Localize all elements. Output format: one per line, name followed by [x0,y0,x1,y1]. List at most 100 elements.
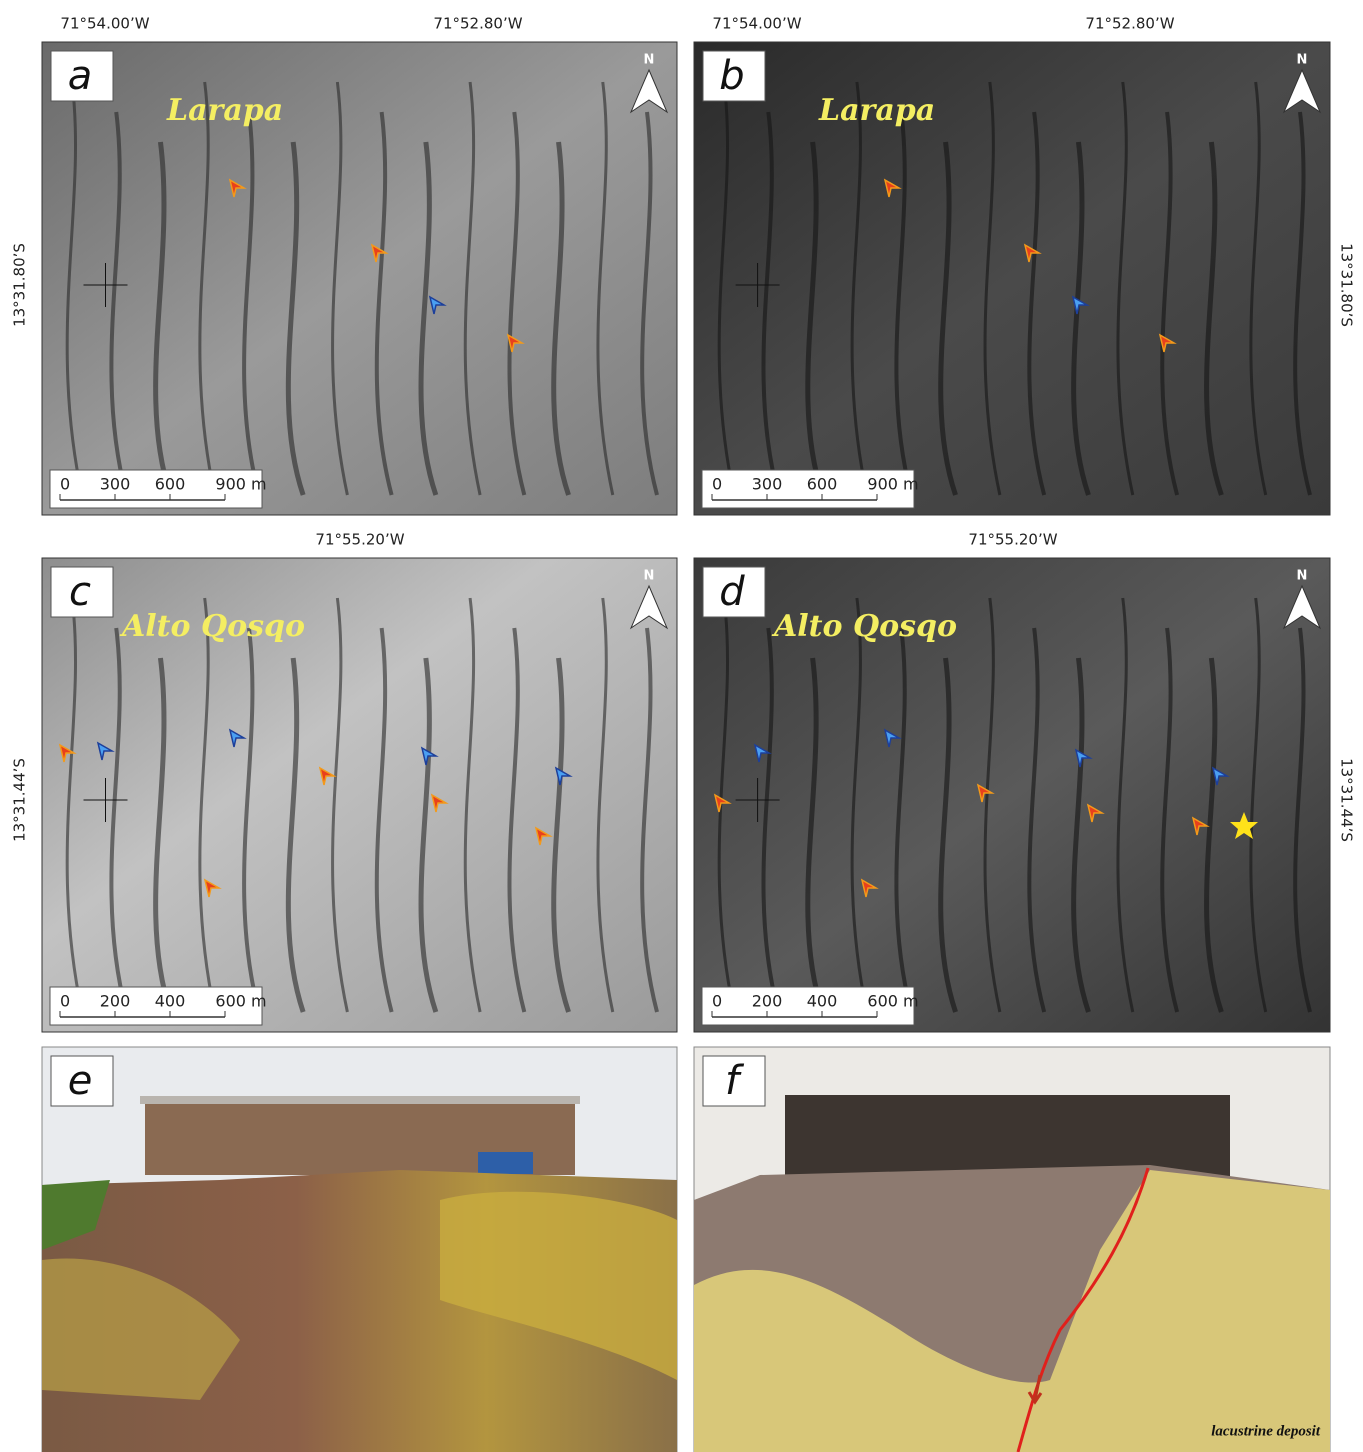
letter-box [702,50,766,102]
crosshair [735,778,780,822]
letter-box [50,50,114,102]
scale-box [49,986,263,1026]
north-label: N [1297,53,1308,68]
gully-arrow [370,243,389,263]
gully [331,597,349,1013]
scale-label: 400 [807,992,838,1011]
roof [140,1096,580,1104]
gully [418,141,439,496]
gully [1071,141,1091,496]
gully-arrow [1211,766,1230,786]
gully [1204,657,1224,1013]
blue-tarp [478,1152,533,1174]
scale-label: 300 [752,475,783,494]
gully-arrow [976,783,995,803]
gully-arrow [420,746,439,766]
gully [1116,597,1135,1013]
scale-box [701,469,915,509]
place-name: Larapa [166,93,283,128]
latitude-label: 13°31.44’S [11,758,29,842]
longitude-label: 71°52.80’W [1085,15,1174,33]
gully [894,627,914,1013]
north-arrow [629,68,669,114]
letter-box [50,566,114,618]
gully [285,141,306,496]
letter-box [702,1055,766,1107]
north-label: N [644,569,655,584]
gully [717,597,736,1013]
gully [805,657,825,1013]
gully [1204,141,1224,496]
map-image [41,41,678,516]
scale-label: 200 [752,992,783,1011]
scale-label: 400 [155,992,186,1011]
panel: 71°55.20’W 13°31.44’S Alto Qosqo N 0 200 400 60… [11,531,678,1033]
gully-arrow [58,743,77,763]
gully-arrow [1191,816,1210,836]
gully-arrow [318,766,337,786]
latitude-label: 13°31.44’S [1338,758,1356,842]
north-label: N [1297,569,1308,584]
panel-letter: b [719,53,744,99]
gully-arrow [713,793,732,813]
scale-label: 600 m [215,992,266,1011]
longitude-label: 71°55.20’W [315,531,404,549]
north-arrow [629,584,669,630]
scale-label: 900 m [867,475,918,494]
scale-box [701,986,915,1026]
panel-letter: a [68,53,93,99]
gully-arrow [228,728,247,748]
north-arrow [1282,584,1322,630]
panel-letter: c [69,569,91,615]
gully-arrow [554,766,573,786]
panel: 71°54.00’W 71°52.80’W 13°31.80’S Larapa N 0 30… [693,15,1356,516]
scale-label: 0 [60,475,70,494]
gully [374,627,394,1013]
gully-arrow [1074,748,1093,768]
gully-arrow [883,178,902,198]
gully [596,597,615,1013]
gully [1293,627,1312,1013]
letter-box [50,1055,114,1107]
scale-label: 0 [712,992,722,1011]
gully [1249,81,1268,496]
gully [551,141,571,496]
gully [1160,111,1180,496]
scale-label: 600 m [867,992,918,1011]
gully [507,627,527,1013]
panel-letter: e [68,1058,93,1104]
yellow-layer [440,1191,677,1380]
scale-label: 600 [155,475,186,494]
gully-arrow [203,878,222,898]
longitude-label: 71°54.00’W [712,15,801,33]
gully [761,111,781,496]
longitude-label: 71°55.20’W [968,531,1057,549]
gully-arrow [1086,803,1105,823]
north-arrow [1282,68,1322,114]
gully [717,81,736,496]
north-label: N [644,53,655,68]
map-image [693,41,1331,516]
gully-arrow [753,743,772,763]
gully [331,81,349,496]
scale-label: 900 m [215,475,266,494]
gully-arrow [430,793,449,813]
gully [65,81,84,496]
crosshair [83,778,128,822]
scale-label: 300 [100,475,131,494]
gully-arrow [506,333,525,353]
panel: 71°54.00’W 71°52.80’W 13°31.80’S Larapa N 0 30… [11,15,678,516]
fault-line [1016,1167,1150,1452]
gully [242,111,261,496]
place-name: Larapa [818,93,935,128]
gully [1116,81,1135,496]
gully-arrow [534,826,553,846]
gully-arrow [883,728,902,748]
gully [983,81,1002,496]
annotation: lacustrine deposit [1211,1423,1321,1439]
gully [894,111,914,496]
gully-arrow [860,878,879,898]
panel: 71°55.20’W 13°31.44’S Alto Qosqo N 0 200 400 60… [693,531,1356,1033]
gully-arrow [228,178,247,198]
